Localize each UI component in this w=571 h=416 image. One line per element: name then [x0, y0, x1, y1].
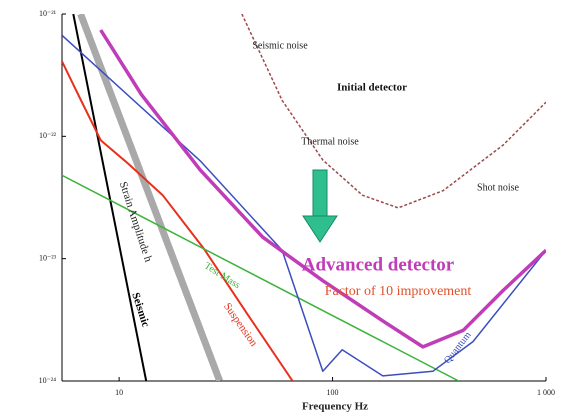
noise-curve [241, 14, 546, 209]
y-tick-label: 10⁻²⁴ [39, 376, 57, 385]
noise-curve [72, 14, 148, 381]
x-tick-label: 1 000 [537, 388, 555, 397]
noise-curve [62, 174, 460, 381]
plot-area [62, 14, 546, 381]
annotation: Factor of 10 improvement [325, 284, 472, 299]
noise-curve [62, 34, 546, 377]
x-tick-label: 10 [115, 388, 123, 397]
x-axis-label: Frequency Hz [302, 401, 368, 413]
annotation: Initial detector [337, 82, 407, 94]
y-tick-label: 10⁻²¹ [39, 9, 57, 18]
annotation: Thermal noise [301, 136, 359, 147]
noise-curve [62, 60, 294, 381]
annotation: Seismic noise [252, 40, 308, 51]
noise-curve [99, 29, 546, 349]
annotation: Shot noise [477, 182, 520, 193]
annotation: Advanced detector [302, 254, 455, 275]
noise-curve [77, 14, 223, 381]
improvement-arrow [302, 169, 338, 243]
y-tick-label: 10⁻²² [39, 131, 57, 140]
annotation: Quantum [442, 330, 474, 366]
x-tick-label: 100 [327, 388, 339, 397]
y-tick-label: 10⁻²³ [39, 253, 57, 262]
